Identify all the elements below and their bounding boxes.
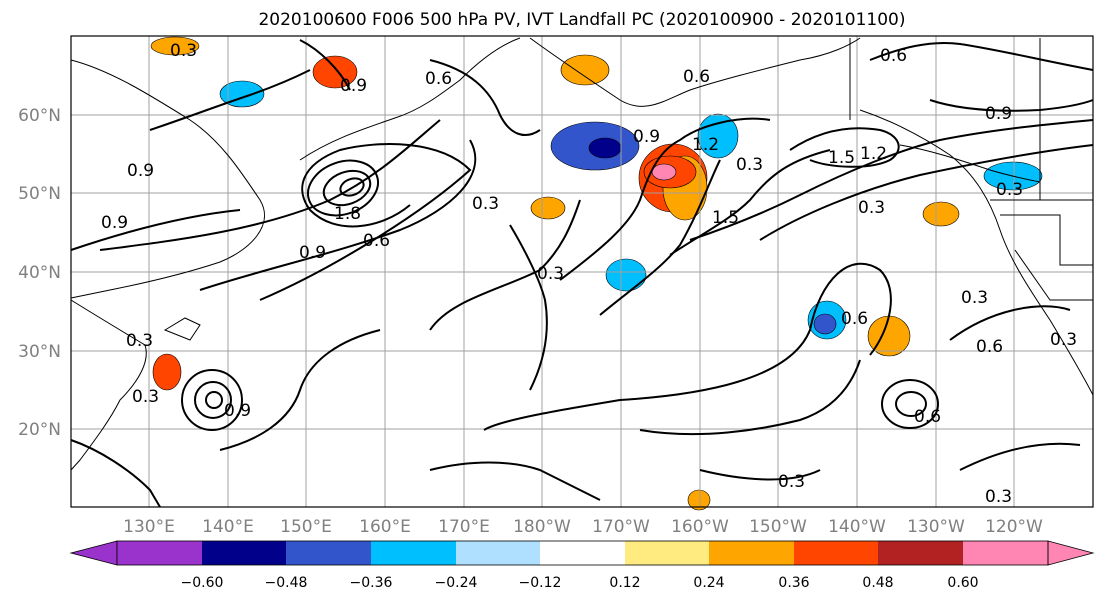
contour-label: 1.8 [334,204,361,224]
lon-tick-label: 140°E [202,517,254,537]
contour-label: 0.3 [858,198,885,218]
colorbar-segment [371,541,456,565]
contour-label: 0.3 [778,472,805,492]
contour-label: 0.9 [340,76,367,96]
contour-label: 0.3 [537,264,564,284]
contour-label: 1.2 [860,144,887,164]
contour-label: 0.3 [985,487,1012,507]
contour-label: 0.3 [170,41,197,61]
colorbar-extend-right [1047,540,1095,566]
lon-tick-label: 150°E [280,517,332,537]
coastlines [70,37,1094,471]
anomaly-patch [922,201,960,227]
anomaly-patch [813,313,837,335]
longitude-axis: 130°E 140°E 150°E 160°E 170°E 180°W 170°… [123,517,1043,537]
lon-tick-label: 140°W [828,517,886,537]
colorbar-segment [625,541,709,565]
colorbar-extend-left [69,540,118,566]
colorbar-segment [202,541,286,565]
contour-label: 0.3 [1050,330,1077,350]
colorbar-segment [456,541,540,565]
map-frame [70,35,1094,508]
contour-label: 0.9 [299,243,326,263]
contour-label: 0.3 [472,194,499,214]
anomaly-patch [152,353,182,391]
contour-label: 0.6 [683,67,710,87]
pv-anomaly-shading [150,36,1043,511]
contour-label: 0.9 [127,161,154,181]
contour-label: 0.3 [132,387,159,407]
contour-label: 0.6 [363,231,390,251]
contour-label: 0.9 [985,104,1012,124]
lon-tick-label: 170°E [438,517,490,537]
lon-tick-label: 180°W [513,517,571,537]
colorbar-segment [878,541,963,565]
lat-tick-label: 60°N [18,106,61,126]
anomaly-patch [560,54,610,86]
pv-contours [70,39,1094,508]
colorbar-tick-label: 0.12 [609,575,640,591]
lon-tick-label: 160°E [359,517,411,537]
contour-label: 0.3 [126,331,153,351]
colorbar-segment [709,541,794,565]
lon-tick-label: 150°W [749,517,807,537]
lon-tick-label: 170°W [592,517,650,537]
colorbar-tick-label: −0.36 [350,575,393,591]
colorbar-tick-label: −0.12 [519,575,562,591]
lon-tick-label: 130°E [123,517,175,537]
map-panel: 0.3 0.6 0.9 0.6 0.9 1.2 1.5 0.3 0.9 0.6 … [70,35,1094,511]
lon-tick-label: 160°W [671,517,729,537]
colorbar-segment [117,541,202,565]
anomaly-patch [697,113,739,159]
contour-label: 0.9 [101,213,128,233]
colorbar-tick-label: −0.24 [435,575,478,591]
graticule [71,36,1093,507]
contour-label: 0.3 [736,155,763,175]
colorbar-frame [116,540,1049,566]
contour-label: 1.2 [692,135,719,155]
colorbar-tick-label: 0.60 [947,575,978,591]
contour-label: 0.6 [976,337,1003,357]
colorbar: −0.60 −0.48 −0.36 −0.24 −0.12 0.12 0.24 … [69,540,1095,591]
contour-label: 0.9 [224,401,251,421]
anomaly-patch [687,489,711,511]
anomaly-patch [530,196,566,220]
figure-title: 2020100600 F006 500 hPa PV, IVT Landfall… [258,10,905,30]
anomaly-patch [651,163,677,181]
lat-tick-label: 40°N [18,263,61,283]
contour-label: 0.6 [914,407,941,427]
anomaly-patch [150,36,200,56]
lat-tick-label: 30°N [18,342,61,362]
lat-tick-label: 20°N [18,420,61,440]
colorbar-tick-label: 0.48 [862,575,893,591]
colorbar-segment [286,541,371,565]
colorbar-segment [540,541,625,565]
contour-label: 0.6 [841,309,868,329]
contour-label: 0.6 [425,69,452,89]
lon-tick-label: 120°W [985,517,1043,537]
contour-labels: 0.3 0.6 0.9 0.6 0.9 1.2 1.5 0.3 0.9 0.6 … [101,41,1077,507]
contour-label: 1.5 [712,208,739,228]
anomaly-patch [312,55,358,89]
contour-label: 0.9 [633,127,660,147]
anomaly-patch [588,137,622,159]
latitude-axis: 60°N 50°N 40°N 30°N 20°N [18,106,61,440]
colorbar-segment [963,541,1048,565]
contour-label: 0.6 [880,46,907,66]
lat-tick-label: 50°N [18,184,61,204]
colorbar-ticks: −0.60 −0.48 −0.36 −0.24 −0.12 0.12 0.24 … [181,575,979,591]
colorbar-segment [794,541,878,565]
anomaly-patch [605,258,647,292]
colorbar-tick-label: 0.36 [778,575,809,591]
political-borders [849,38,1093,301]
colorbar-tick-label: −0.60 [181,575,224,591]
colorbar-tick-label: −0.48 [265,575,308,591]
contour-label: 0.3 [996,180,1023,200]
colorbar-tick-label: 0.24 [693,575,724,591]
contour-label: 0.3 [961,288,988,308]
lon-tick-label: 130°W [907,517,965,537]
contour-label: 1.5 [828,148,855,168]
